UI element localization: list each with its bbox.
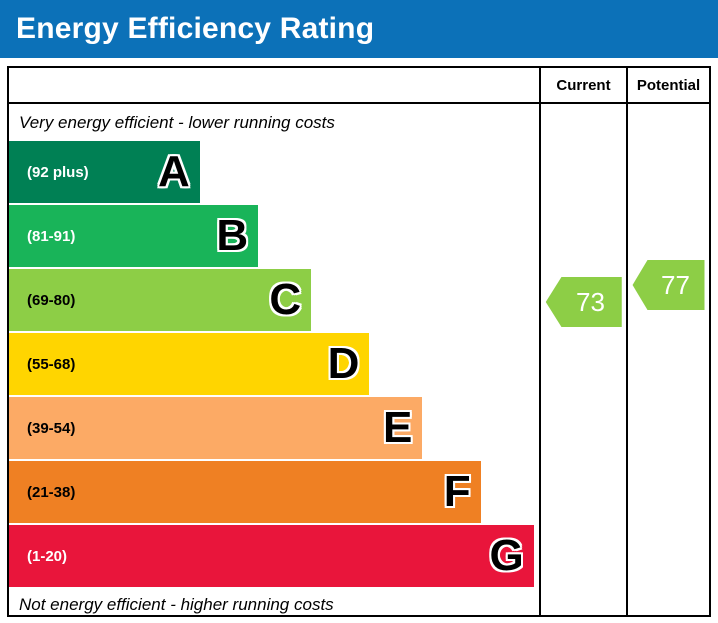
current-rating-arrow: 73 [545, 277, 622, 327]
band-a-range: (92 plus) [27, 163, 89, 181]
band-g-range: (1-20) [27, 547, 68, 565]
band-b: (81-91) B [9, 205, 259, 267]
band-e-letter: E [383, 403, 413, 452]
left-arrow-shape [632, 260, 705, 310]
band-c: (69-80) C [9, 269, 312, 331]
potential-rating-arrow: 77 [632, 260, 705, 310]
potential-rating-value: 77 [661, 269, 690, 300]
band-f-range: (21-38) [27, 483, 76, 501]
band-d: (55-68) D [9, 333, 370, 395]
rating-scale: Very energy efficient - lower running co… [9, 104, 539, 615]
top-note: Very energy efficient - lower running co… [19, 113, 335, 132]
band-d-range: (55-68) [27, 355, 76, 373]
rating-table: Current Potential Very energy efficient … [7, 66, 711, 617]
title-banner: Energy Efficiency Rating [0, 0, 718, 58]
potential-column: 77 [626, 104, 709, 615]
table-body: Very energy efficient - lower running co… [9, 104, 709, 615]
band-e-range: (39-54) [27, 419, 76, 437]
band-c-letter: C [269, 275, 302, 324]
band-f: (21-38) F [9, 461, 481, 523]
current-column-header: Current [539, 68, 626, 102]
band-g: (1-20) G [9, 525, 534, 587]
current-column: 73 [539, 104, 626, 615]
rating-bands: (92 plus) A (81-91) B (69-80) C (55-68) … [9, 141, 539, 587]
band-a: (92 plus) A [9, 141, 200, 203]
table-header-row: Current Potential [9, 68, 709, 104]
band-e: (39-54) E [9, 397, 423, 459]
bottom-note: Not energy efficient - higher running co… [19, 595, 334, 614]
band-b-range: (81-91) [27, 227, 76, 245]
band-f-letter: F [443, 467, 471, 516]
potential-column-header: Potential [626, 68, 709, 102]
band-g-letter: G [489, 531, 524, 580]
page-title: Energy Efficiency Rating [16, 12, 375, 45]
left-arrow-shape [545, 277, 622, 327]
scale-header-spacer [9, 68, 539, 102]
band-c-range: (69-80) [27, 291, 76, 309]
band-a-letter: A [158, 147, 190, 196]
band-b-letter: B [216, 211, 249, 260]
current-rating-value: 73 [576, 286, 605, 317]
band-d-letter: D [327, 339, 360, 388]
